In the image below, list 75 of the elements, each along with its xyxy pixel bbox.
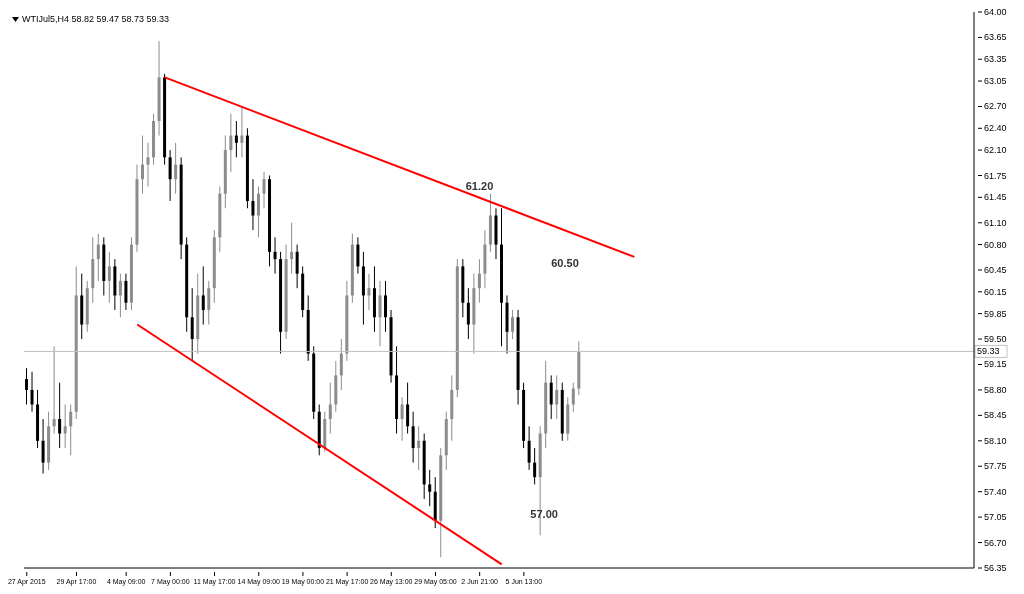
y-tick-label: 60.15 (984, 286, 1007, 297)
y-tick-label: 62.70 (984, 101, 1007, 112)
candlestick (63, 403, 67, 449)
candlestick (146, 142, 150, 187)
candlestick (527, 425, 531, 471)
candlestick (549, 374, 553, 420)
annotation: 60.50 (551, 256, 579, 269)
candlestick (69, 403, 73, 456)
candlestick (411, 411, 415, 464)
candlestick (428, 469, 432, 507)
y-tick-label: 63.35 (984, 54, 1007, 65)
y-tick-label: 61.10 (984, 217, 1007, 228)
y-tick-label: 59.85 (984, 308, 1007, 319)
candlestick (41, 418, 45, 475)
candlestick (406, 382, 410, 435)
y-tick-label: 58.45 (984, 410, 1007, 421)
candlestick (240, 105, 244, 158)
candlestick (367, 273, 371, 311)
candlestick (251, 178, 255, 231)
y-tick-label: 57.75 (984, 461, 1007, 472)
candlestick (328, 382, 332, 435)
candlestick (378, 280, 382, 347)
candlestick (384, 280, 388, 333)
y-tick-label: 61.75 (984, 170, 1007, 181)
candlestick (52, 345, 56, 435)
candlestick (356, 236, 360, 275)
candlestick (140, 135, 144, 195)
candlestick (262, 171, 266, 209)
y-tick-label: 62.10 (984, 145, 1007, 156)
candlestick (96, 233, 100, 282)
y-tick-label: 59.50 (984, 334, 1007, 345)
annotation: 61.20 (465, 180, 494, 193)
candlestick (511, 309, 515, 340)
y-tick-label: 57.05 (984, 512, 1007, 523)
candlestick (118, 273, 122, 318)
candlestick (256, 185, 260, 238)
candlestick (477, 258, 481, 304)
candlestick (174, 142, 178, 195)
ref-line-label: 59.33 (977, 346, 1000, 357)
candlestick (124, 273, 128, 311)
candlestick (107, 251, 111, 304)
candlestick (555, 374, 559, 420)
y-tick-label: 64.00 (984, 7, 1007, 17)
y-tick-label: 57.40 (984, 486, 1007, 497)
annotation: 57.00 (530, 508, 558, 521)
y-tick-label: 62.40 (984, 123, 1007, 134)
candlestick (533, 447, 537, 485)
y-tick-label: 63.05 (984, 76, 1007, 87)
candlestick (571, 382, 575, 413)
candlestick (400, 396, 404, 442)
candlestick (417, 425, 421, 471)
candlestick (295, 244, 299, 289)
y-tick-label: 58.80 (984, 384, 1007, 395)
candlestick (466, 287, 470, 340)
y-tick-label: 63.65 (984, 32, 1007, 43)
y-tick-label: 56.35 (984, 563, 1007, 573)
y-tick-label: 58.10 (984, 435, 1007, 446)
chart-title: WTIJul5,H4 58.82 59.47 58.73 59.33 (22, 14, 170, 24)
y-tick-label: 60.80 (984, 239, 1007, 250)
candlestick (30, 371, 34, 413)
candlestick (229, 113, 233, 173)
candlestick (190, 287, 194, 362)
candlestick (290, 222, 294, 275)
y-tick-label: 61.45 (984, 192, 1007, 203)
candlestick (168, 149, 172, 202)
candlestick (201, 265, 205, 326)
candlestick (58, 382, 62, 449)
y-tick-label: 59.15 (984, 359, 1007, 370)
candlestick (25, 367, 28, 405)
candlestick (207, 280, 211, 326)
y-tick-label: 56.70 (984, 537, 1007, 548)
candlestick (339, 338, 343, 391)
candlestick (273, 236, 277, 275)
candlestick (234, 120, 238, 158)
y-tick-label: 60.45 (984, 265, 1007, 276)
